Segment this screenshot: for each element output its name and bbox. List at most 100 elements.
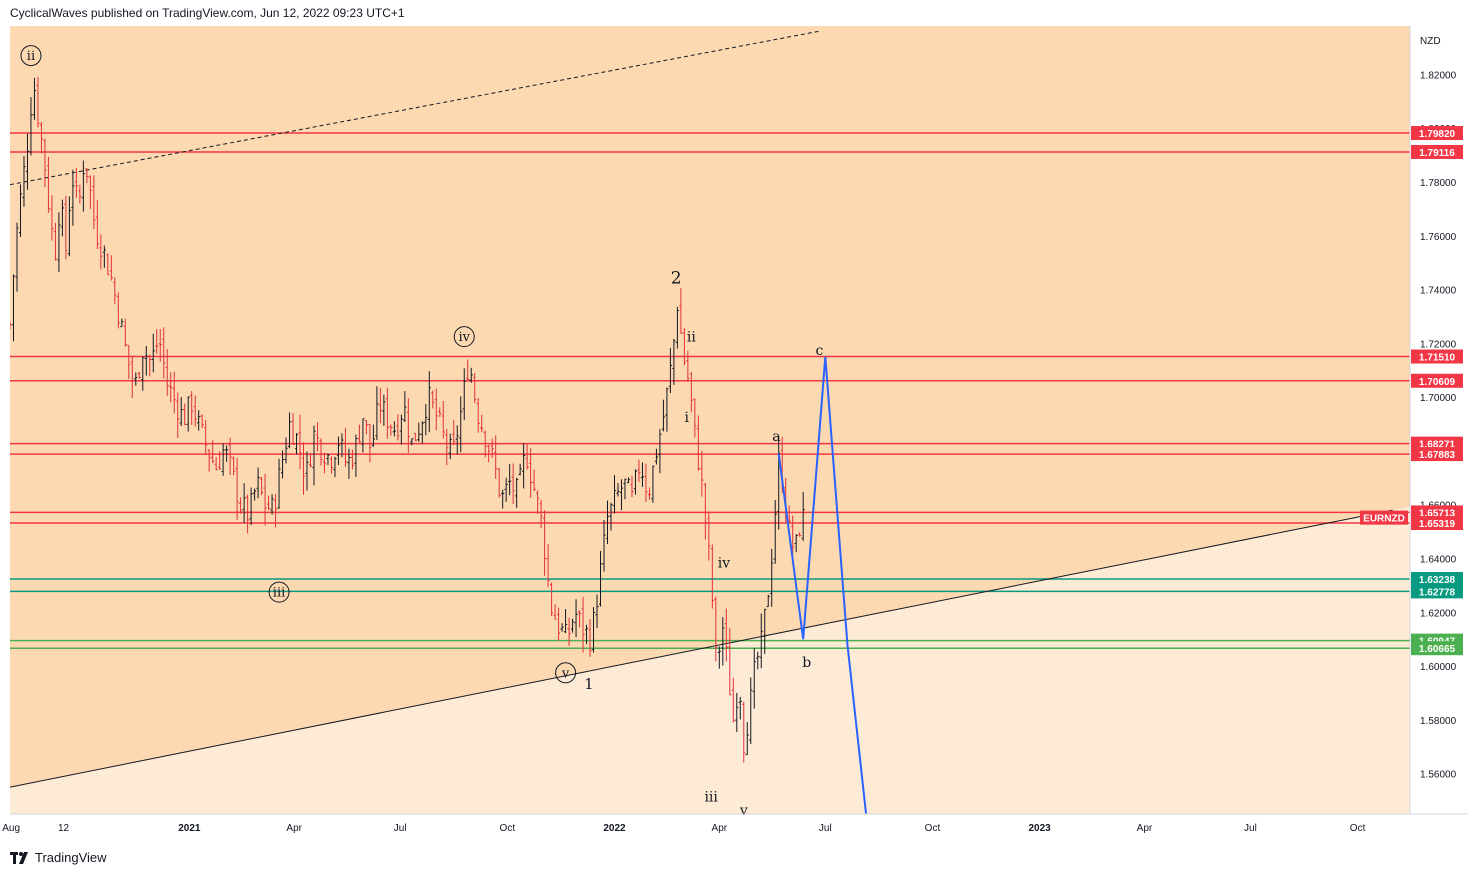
candle: [361, 418, 365, 453]
wave-label-9: iii: [704, 789, 718, 805]
wave-label-3: v: [555, 662, 577, 684]
candle: [193, 395, 197, 427]
candle: [109, 255, 113, 281]
candle: [508, 464, 512, 496]
projection-path[interactable]: [777, 356, 868, 814]
candle: [71, 169, 75, 226]
candle: [113, 277, 117, 305]
candle: [536, 490, 540, 514]
candle: [347, 448, 351, 479]
level-price-tag: 1.70609: [1411, 373, 1463, 388]
y-tick-label: 1.58000: [1420, 716, 1457, 727]
candle: [745, 722, 749, 756]
candle: [211, 440, 215, 464]
candle: [455, 425, 459, 455]
level-price-tag: 1.79116: [1411, 144, 1463, 159]
candle: [141, 356, 145, 391]
wave-label-1: iii: [268, 581, 290, 603]
candle: [598, 550, 603, 607]
candle: [438, 407, 442, 418]
y-tick-label: 1.62000: [1420, 608, 1457, 619]
candle: [277, 458, 281, 509]
candle: [179, 397, 183, 427]
x-tick-label: 12: [58, 823, 70, 834]
candle: [801, 491, 805, 542]
candle: [682, 328, 686, 366]
candle: [543, 510, 547, 576]
candle: [291, 413, 295, 445]
candle: [563, 609, 568, 634]
candle: [371, 424, 375, 447]
candle: [183, 403, 187, 425]
candle: [668, 348, 672, 393]
candle: [658, 429, 662, 474]
candle: [298, 414, 302, 470]
trend-zone-fill: [10, 26, 1410, 788]
candle: [88, 175, 92, 210]
candle: [717, 646, 721, 669]
candle: [144, 345, 148, 376]
candle: [696, 415, 700, 471]
candle: [501, 489, 505, 509]
candle: [11, 274, 16, 342]
candle: [410, 438, 414, 446]
svg-text:1.62778: 1.62778: [1419, 587, 1456, 598]
candle: [137, 371, 141, 379]
x-tick-label: Oct: [1350, 823, 1366, 834]
currency-label: NZD: [1420, 36, 1441, 47]
candle: [116, 292, 120, 329]
candle: [172, 371, 176, 414]
candle: [532, 469, 536, 492]
candle: [417, 422, 421, 442]
candle: [123, 318, 127, 347]
candle: [679, 287, 683, 334]
tradingview-logo-icon: [10, 851, 30, 864]
candle: [693, 398, 697, 438]
candle: [766, 594, 770, 608]
candle: [266, 495, 271, 510]
candle: [67, 196, 72, 257]
svg-text:b: b: [802, 655, 811, 671]
candle: [609, 502, 613, 531]
y-tick-label: 1.74000: [1420, 286, 1457, 297]
candle: [43, 138, 47, 188]
candle: [46, 156, 51, 213]
candle: [280, 450, 285, 479]
candle: [759, 613, 763, 669]
candle: [169, 372, 173, 403]
x-tick-label: Apr: [286, 823, 302, 834]
svg-text:1.65713: 1.65713: [1419, 508, 1456, 519]
level-price-tag: 1.79820: [1411, 126, 1463, 141]
candle: [74, 167, 78, 198]
candle: [287, 412, 292, 449]
x-tick-label: Aug: [2, 823, 20, 834]
candle: [214, 456, 218, 471]
candle: [130, 355, 134, 398]
candle: [218, 451, 222, 470]
support-trendline[interactable]: [10, 509, 1393, 788]
svg-text:a: a: [772, 429, 780, 445]
candle: [616, 483, 620, 497]
candle: [431, 390, 435, 409]
candle: [78, 184, 82, 204]
candle: [588, 619, 592, 657]
candle: [392, 421, 396, 437]
candle: [246, 494, 250, 534]
candle: [385, 387, 389, 439]
wave-label-8: iv: [718, 555, 730, 571]
candle: [350, 449, 355, 470]
price-axis-panel[interactable]: [1410, 26, 1468, 814]
candle: [644, 463, 648, 502]
wave-label-6: ii: [687, 330, 696, 346]
candle: [190, 390, 194, 425]
svg-text:1.70609: 1.70609: [1419, 377, 1456, 388]
candle: [735, 692, 739, 733]
candle: [225, 445, 229, 462]
candle: [326, 453, 330, 466]
candle: [494, 435, 498, 479]
x-tick-label: Oct: [500, 823, 516, 834]
candle: [637, 459, 641, 482]
candle: [18, 184, 23, 237]
candle: [546, 544, 550, 588]
